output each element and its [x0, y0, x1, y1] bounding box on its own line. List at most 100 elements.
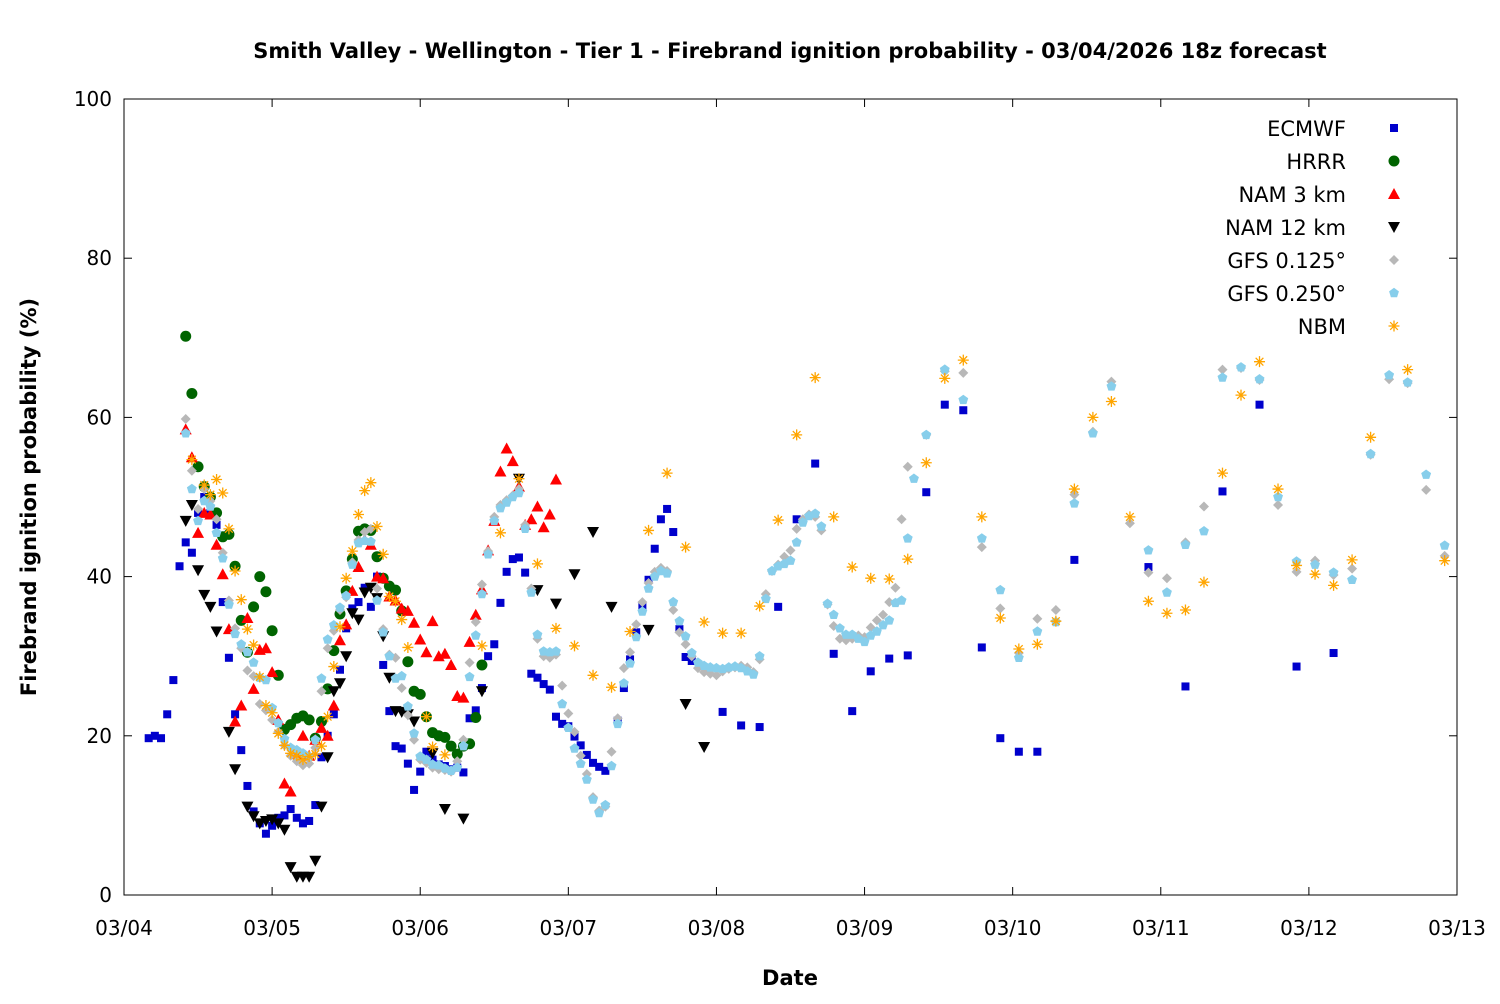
data-point — [402, 641, 414, 653]
data-point — [656, 515, 665, 524]
data-point — [422, 747, 431, 756]
data-point — [315, 715, 327, 727]
data-point — [458, 740, 469, 751]
data-point — [476, 579, 487, 590]
data-point — [496, 598, 505, 607]
data-point — [414, 633, 427, 645]
data-point — [1124, 518, 1135, 529]
data-point — [866, 667, 875, 676]
data-point — [211, 473, 223, 485]
data-point — [506, 455, 519, 467]
data-point — [957, 354, 969, 366]
data-point — [755, 723, 764, 732]
data-point — [1032, 626, 1043, 636]
data-point — [438, 804, 451, 816]
data-point — [198, 589, 211, 601]
data-point — [1291, 566, 1302, 577]
data-point — [471, 706, 480, 715]
x-tick-label: 03/12 — [1280, 916, 1338, 940]
data-point — [1254, 356, 1266, 368]
data-point — [248, 657, 259, 667]
data-point — [527, 669, 536, 678]
data-point — [198, 479, 210, 491]
data-point — [1031, 638, 1043, 650]
data-point — [1105, 395, 1117, 407]
data-point — [163, 710, 172, 719]
data-point — [402, 656, 414, 668]
data-point — [237, 746, 246, 755]
data-point — [650, 544, 659, 553]
legend-label: NBM — [1298, 315, 1346, 339]
data-point — [305, 816, 314, 825]
data-point — [681, 652, 690, 661]
data-point — [735, 627, 747, 639]
data-point — [772, 514, 784, 526]
data-point — [1421, 469, 1432, 479]
data-point — [457, 691, 470, 703]
data-point — [463, 635, 476, 647]
data-point — [157, 734, 166, 743]
data-point — [1217, 364, 1228, 375]
data-point — [358, 587, 371, 599]
data-point — [557, 698, 568, 709]
data-point — [284, 785, 297, 797]
data-point — [452, 756, 463, 767]
data-point — [1162, 587, 1172, 597]
data-point — [1198, 501, 1209, 512]
data-point — [1161, 573, 1172, 584]
data-point — [180, 428, 191, 438]
data-point — [470, 711, 482, 723]
data-point — [514, 553, 523, 562]
data-point — [457, 813, 470, 825]
data-point — [508, 555, 517, 564]
data-point — [606, 760, 617, 771]
data-point — [1217, 372, 1228, 382]
data-point — [322, 711, 334, 723]
x-tick-label: 03/08 — [688, 916, 746, 940]
data-point — [754, 651, 765, 661]
data-point — [427, 741, 439, 753]
data-point — [231, 710, 240, 719]
legend-label: NAM 3 km — [1238, 183, 1346, 207]
data-point — [1255, 400, 1264, 409]
data-point — [205, 501, 216, 511]
data-point — [401, 604, 414, 616]
data-point — [490, 640, 499, 649]
data-point — [533, 673, 542, 682]
data-point — [420, 711, 432, 723]
series-nam-12-km — [179, 473, 711, 883]
data-point — [601, 766, 610, 775]
data-point — [235, 614, 247, 626]
data-point — [631, 631, 642, 642]
data-point — [315, 740, 327, 752]
data-point — [977, 643, 986, 652]
data-point — [680, 639, 691, 650]
data-point — [229, 764, 242, 776]
data-point — [309, 855, 322, 867]
data-point — [366, 602, 375, 611]
data-point — [1216, 467, 1228, 479]
y-tick-label: 0 — [99, 883, 112, 907]
data-point — [1235, 389, 1247, 401]
data-point — [185, 499, 198, 511]
data-point — [469, 608, 482, 620]
data-point — [605, 601, 618, 613]
data-point — [241, 623, 253, 635]
data-point — [377, 572, 390, 584]
data-point — [902, 461, 913, 472]
data-point — [501, 497, 512, 507]
data-point — [525, 513, 538, 525]
data-point — [643, 583, 654, 593]
data-point — [1106, 381, 1117, 391]
data-point — [272, 818, 285, 830]
data-point — [470, 616, 481, 627]
data-point — [717, 627, 729, 639]
legend-marker — [1389, 287, 1399, 298]
plot-frame — [123, 98, 1458, 896]
data-point — [408, 716, 421, 728]
y-tick-label: 60 — [87, 405, 112, 429]
data-point — [315, 801, 328, 813]
data-point — [668, 605, 679, 616]
legend-marker — [1390, 124, 1398, 132]
